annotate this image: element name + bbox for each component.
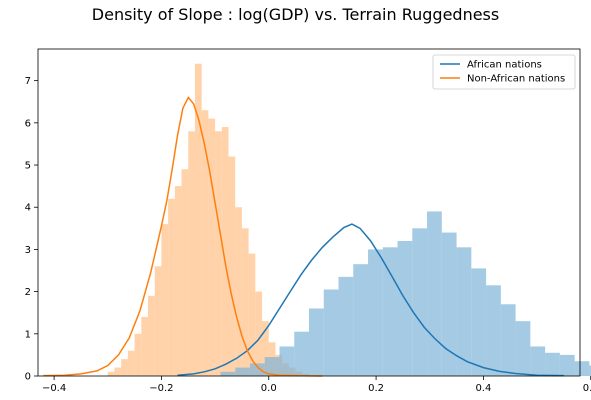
non-african-hist-bar	[248, 253, 256, 376]
african-hist-bar	[249, 363, 265, 376]
y-tick-label: 6	[25, 118, 31, 129]
non-african-hist-bar	[235, 207, 242, 376]
african-hist-bar	[427, 211, 442, 376]
non-african-hist-bar	[174, 186, 182, 376]
y-axis: 0 1 2 3 4 5 6 7	[25, 76, 38, 383]
african-hist-bar	[382, 247, 398, 376]
african-hist-bar	[574, 361, 590, 376]
non-african-hist-bar	[188, 131, 195, 376]
african-hist-bar	[471, 268, 487, 376]
legend-box	[432, 54, 576, 90]
african-hist-bar	[456, 247, 472, 376]
y-tick-label: 4	[25, 203, 31, 214]
non-african-hist-bar	[228, 156, 236, 376]
african-hist-bar	[545, 352, 560, 376]
african-hist-bar	[264, 357, 280, 376]
y-tick-label: 0	[25, 372, 31, 383]
african-hist-bar	[559, 354, 575, 376]
non-african-hist-bar	[262, 321, 269, 376]
african-hist-bar	[309, 308, 324, 376]
african-hist-bar	[500, 304, 516, 376]
african-kde-line	[177, 223, 564, 377]
x-tick-label: 0.6	[583, 383, 591, 394]
african-hist-bar	[412, 228, 428, 376]
non-african-hist-bar	[201, 110, 209, 376]
african-hist-bar	[220, 371, 236, 376]
african-hist-bar	[368, 249, 383, 376]
african-hist-bar	[294, 331, 309, 376]
non-african-hist-bar	[141, 316, 149, 376]
african-hist-bar	[279, 346, 295, 376]
non-african-hist-bar	[127, 350, 135, 376]
x-tick-label: 0.2	[368, 383, 384, 394]
african-hist-bar	[441, 232, 457, 376]
african-hist-bar	[486, 285, 501, 376]
y-tick-label: 7	[25, 76, 31, 87]
african-hist-bar	[338, 276, 354, 376]
legend: African nations Non-African nations	[432, 54, 576, 90]
african-hist-bar	[323, 289, 339, 376]
non-african-hist-bar	[208, 118, 216, 376]
african-hist-bar	[397, 240, 413, 376]
y-tick-label: 3	[25, 245, 31, 256]
non-african-hist-bar	[114, 367, 122, 376]
non-african-hist-bar	[181, 169, 189, 376]
y-tick-label: 2	[25, 287, 31, 298]
non-african-hist-bar	[161, 224, 169, 376]
x-tick-label: 0.4	[475, 383, 491, 394]
non-african-hist-bar	[194, 63, 202, 377]
african-hist-bar	[235, 367, 250, 376]
x-tick-label: −0.2	[149, 383, 173, 394]
y-tick-label: 5	[25, 161, 31, 172]
chart-title: Density of Slope : log(GDP) vs. Terrain …	[91, 5, 500, 24]
african-hist-bar	[530, 346, 546, 376]
x-axis: −0.4 −0.2 0.0 0.2 0.4 0.6	[42, 376, 591, 394]
x-tick-label: 0.0	[261, 383, 277, 394]
african-hist-bar	[515, 321, 531, 376]
non-african-hist-bar	[107, 371, 115, 376]
non-african-hist-bar	[134, 333, 142, 376]
african-hist	[220, 211, 591, 376]
legend-label-non-african: Non-African nations	[467, 74, 565, 85]
african-hist-bar	[353, 264, 369, 376]
non-african-hist-bar	[221, 127, 229, 376]
african-hist-bar	[589, 365, 591, 376]
plot-frame	[37, 48, 581, 377]
non-african-hist-bar	[154, 266, 162, 376]
non-african-hist-bar	[121, 359, 128, 376]
non-african-hist-bar	[255, 291, 263, 376]
non-african-hist-bar	[168, 198, 175, 376]
non-african-kde-line	[43, 96, 323, 377]
non-african-hist-bar	[241, 228, 249, 376]
y-tick-label: 1	[25, 329, 31, 340]
legend-label-african: African nations	[467, 60, 542, 71]
non-african-hist-bar	[148, 295, 155, 376]
x-tick-label: −0.4	[42, 383, 66, 394]
non-african-hist-bar	[215, 131, 222, 376]
